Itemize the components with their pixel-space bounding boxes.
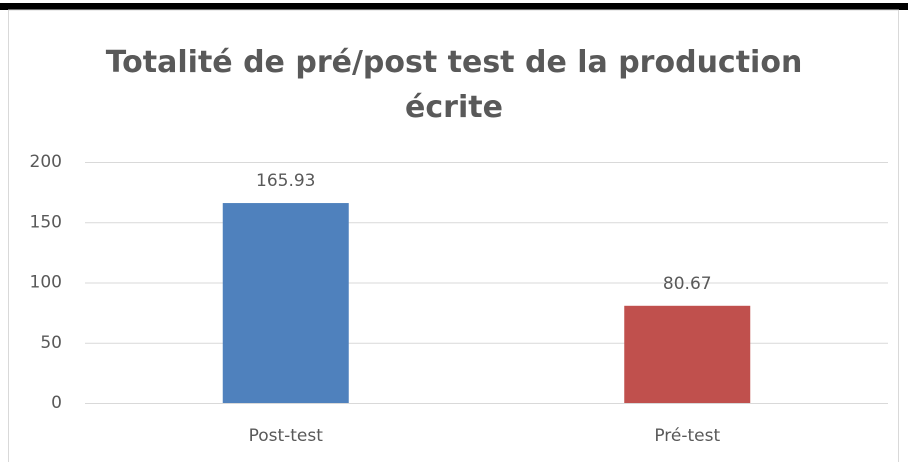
chart-frame <box>8 9 899 462</box>
y-tick-label: 0 <box>51 393 62 413</box>
value-label: 80.67 <box>663 274 712 294</box>
y-tick-label: 150 <box>30 212 62 232</box>
bar <box>222 203 349 403</box>
y-tick-label: 200 <box>30 152 62 172</box>
x-tick-label: Pré-test <box>654 426 720 446</box>
chart-title: Totalité de pré/post test de la producti… <box>105 45 803 125</box>
bar <box>624 305 751 403</box>
x-tick-label: Post-test <box>249 426 324 446</box>
y-tick-label: 100 <box>30 273 62 293</box>
y-tick-label: 50 <box>40 333 62 353</box>
top-rule <box>0 3 908 10</box>
value-label: 165.93 <box>256 171 315 191</box>
